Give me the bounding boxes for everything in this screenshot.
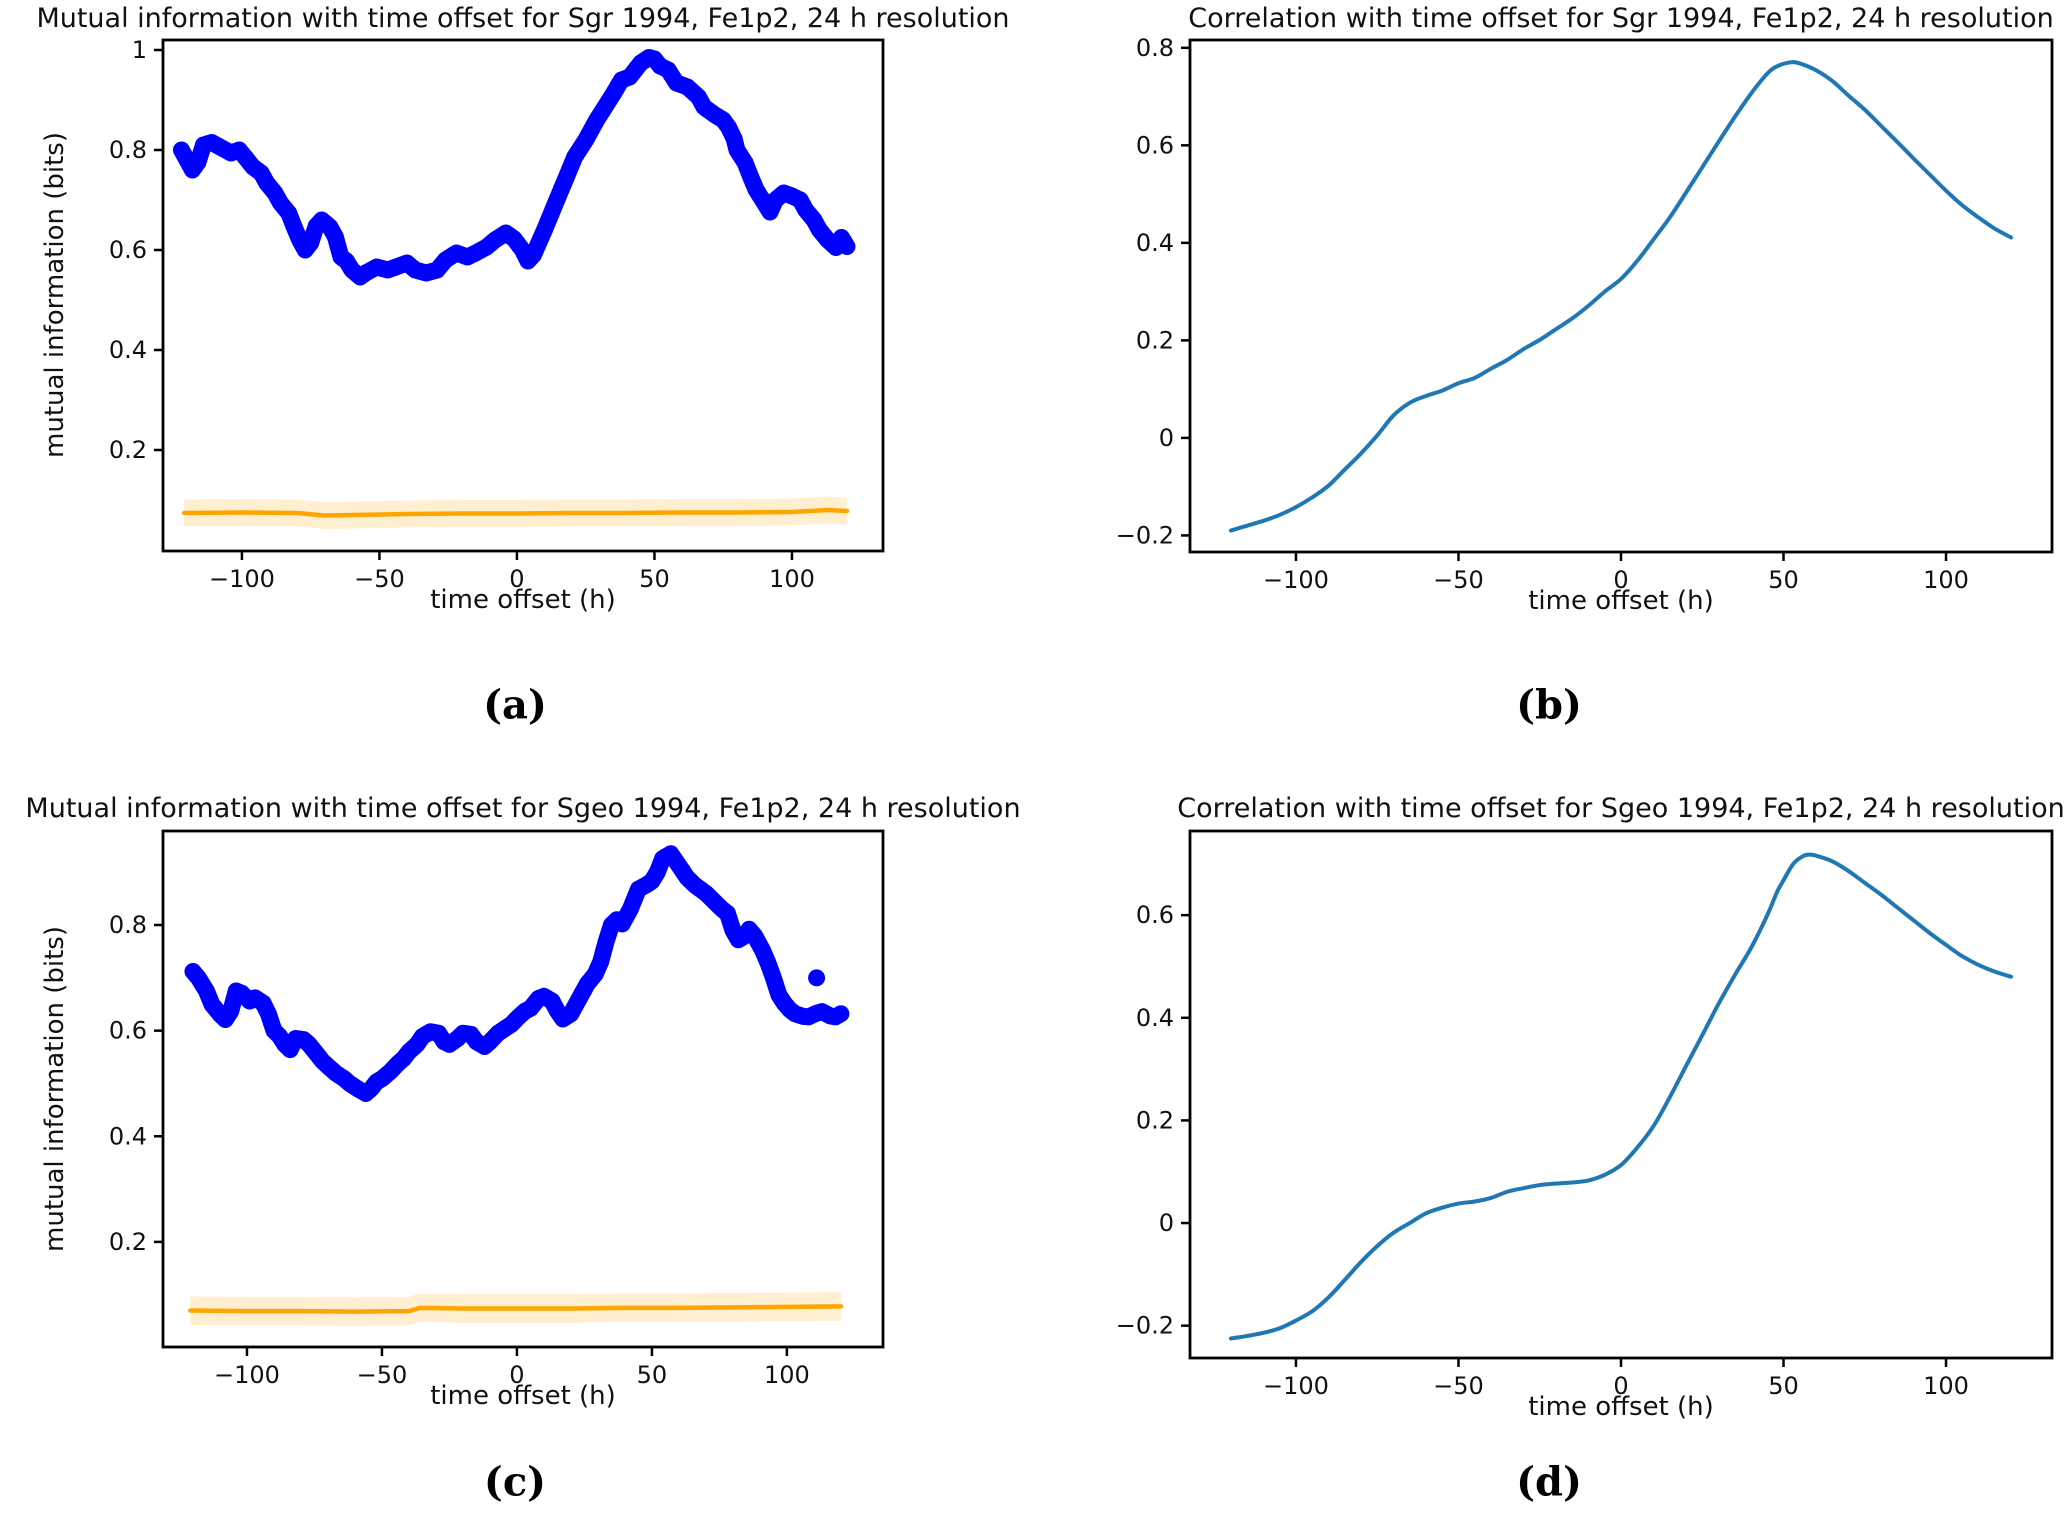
chart-c-title: Mutual information with time offset for … bbox=[25, 793, 1021, 824]
chart-b-title: Correlation with time offset for Sgr 199… bbox=[1188, 3, 2054, 34]
chart-d-svg: −100 −50 0 50 100 0.6 0.4 0.2 0 −0.2 bbox=[1116, 829, 2054, 1400]
chart-d-ytick: 0.6 bbox=[1136, 901, 1174, 929]
panel-label-d: (d) bbox=[1516, 1458, 1582, 1506]
chart-d-ytick: 0.2 bbox=[1136, 1106, 1174, 1134]
chart-b-xtick: −100 bbox=[1263, 566, 1329, 594]
chart-a-xtick: 100 bbox=[769, 565, 815, 593]
chart-c-xtick: −50 bbox=[357, 1361, 408, 1389]
chart-b-xtick: 50 bbox=[1768, 566, 1799, 594]
chart-c-ytick: 0.4 bbox=[109, 1122, 147, 1150]
chart-d-ytick: −0.2 bbox=[1116, 1312, 1174, 1340]
chart-b-xtick: 0 bbox=[1613, 566, 1628, 594]
chart-d-ytick: 0 bbox=[1159, 1209, 1174, 1237]
panel-label-b: (b) bbox=[1516, 681, 1582, 729]
chart-c-ytick: 0.2 bbox=[109, 1228, 147, 1256]
chart-d-xtick: 100 bbox=[1923, 1372, 1969, 1400]
chart-b-ytick: 0.8 bbox=[1136, 34, 1174, 62]
chart-a-xtick: −100 bbox=[209, 565, 275, 593]
chart-d-ytick: 0.4 bbox=[1136, 1004, 1174, 1032]
chart-b-svg: −100 −50 0 50 100 0.8 0.6 0.4 0.2 0 −0.2 bbox=[1116, 34, 2054, 594]
chart-c-ytick: 0.6 bbox=[109, 1017, 147, 1045]
chart-a-ytick: 0.4 bbox=[109, 336, 147, 364]
chart-c-xtick: 100 bbox=[764, 1361, 810, 1389]
chart-b-ytick: 0.6 bbox=[1136, 131, 1174, 159]
chart-b-ytick: 0 bbox=[1159, 424, 1174, 452]
chart-d-xtick: 0 bbox=[1613, 1372, 1628, 1400]
chart-b-ytick: 0.2 bbox=[1136, 326, 1174, 354]
panel-label-a: (a) bbox=[483, 681, 547, 729]
chart-b-xlabel: time offset (h) bbox=[1528, 586, 1714, 616]
chart-c-xlabel: time offset (h) bbox=[430, 1381, 616, 1411]
chart-a-ytick: 0.6 bbox=[109, 236, 147, 264]
panel-label-c: (c) bbox=[483, 1458, 547, 1506]
chart-b-ytick: 0.4 bbox=[1136, 229, 1174, 257]
chart-a-ytick: 0.8 bbox=[109, 136, 147, 164]
chart-a-xtick: 0 bbox=[509, 565, 524, 593]
chart-d-title: Correlation with time offset for Sgeo 19… bbox=[1177, 793, 2065, 824]
chart-a-xtick: −50 bbox=[354, 565, 405, 593]
chart-a-xlabel: time offset (h) bbox=[430, 585, 616, 615]
chart-b-xtick: −50 bbox=[1433, 566, 1484, 594]
chart-b-xtick: 100 bbox=[1923, 566, 1969, 594]
chart-d-xtick: −100 bbox=[1263, 1372, 1329, 1400]
chart-b-ytick: −0.2 bbox=[1116, 521, 1174, 549]
chart-a-svg: −100 −50 0 50 100 1 0.8 0.6 0.4 0.2 bbox=[109, 36, 885, 593]
chart-c-ylabel: mutual information (bits) bbox=[40, 926, 70, 1252]
chart-a-title: Mutual information with time offset for … bbox=[36, 3, 1010, 34]
chart-d-xtick: −50 bbox=[1433, 1372, 1484, 1400]
chart-c-ytick: 0.8 bbox=[109, 911, 147, 939]
chart-c-xtick: 0 bbox=[509, 1361, 524, 1389]
chart-d-xlabel: time offset (h) bbox=[1528, 1392, 1714, 1422]
chart-c-svg: −100 −50 0 50 100 0.8 0.6 0.4 0.2 bbox=[109, 829, 885, 1389]
chart-a-ytick: 1 bbox=[132, 36, 147, 64]
chart-c-xtick: 50 bbox=[637, 1361, 668, 1389]
chart-d-xtick: 50 bbox=[1768, 1372, 1799, 1400]
chart-a-ytick: 0.2 bbox=[109, 436, 147, 464]
chart-a-xtick: 50 bbox=[639, 565, 670, 593]
chart-c-xtick: −100 bbox=[214, 1361, 280, 1389]
chart-a-ylabel: mutual information (bits) bbox=[40, 132, 70, 458]
